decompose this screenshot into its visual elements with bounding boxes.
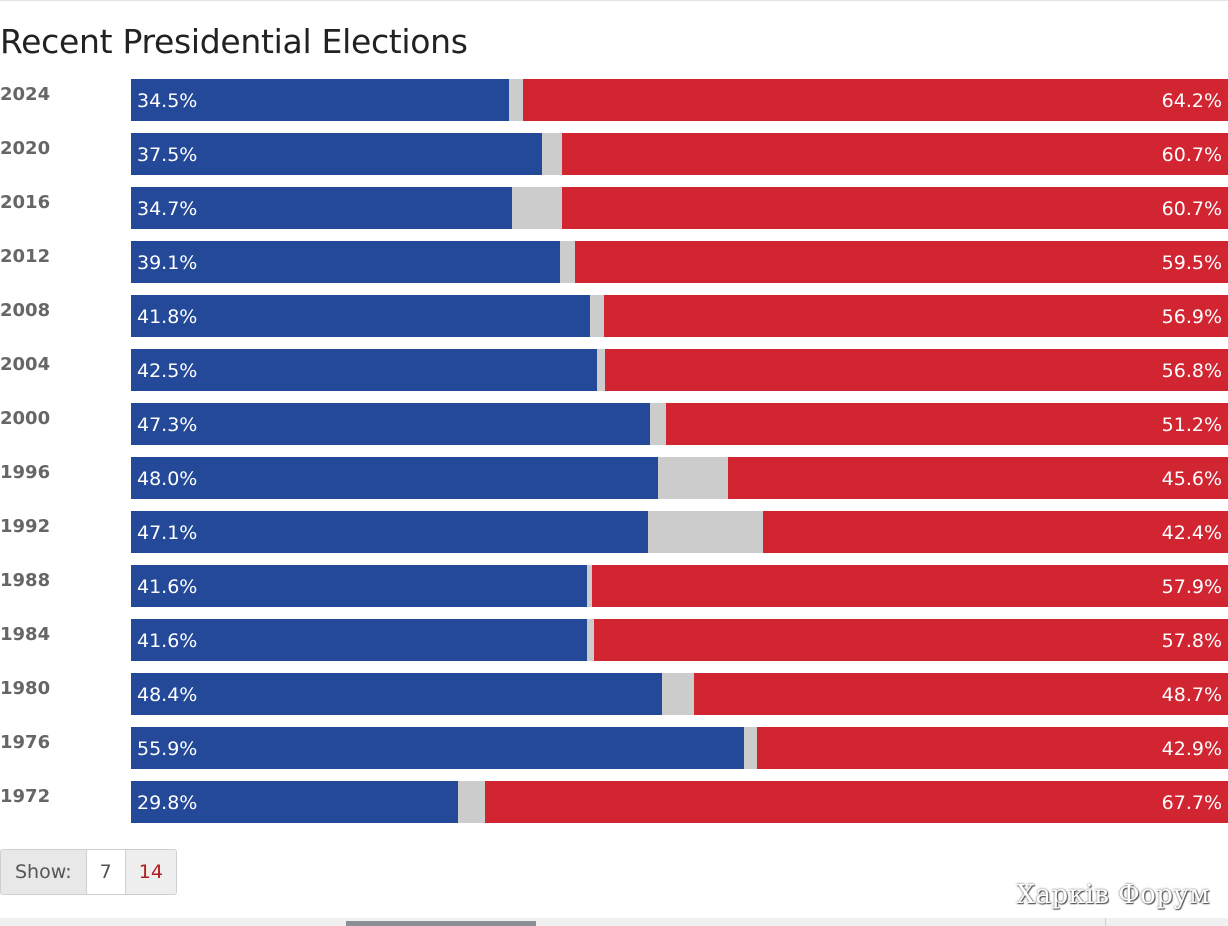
rep-bar bbox=[562, 187, 1228, 229]
rep-bar bbox=[605, 349, 1228, 391]
dem-bar bbox=[131, 187, 512, 229]
year-label: 2008 bbox=[0, 300, 51, 321]
year-label: 2000 bbox=[0, 408, 51, 429]
rep-pct-label: 57.8% bbox=[1161, 630, 1222, 652]
other-bar bbox=[512, 187, 562, 229]
dem-bar bbox=[131, 727, 744, 769]
other-bar bbox=[658, 457, 728, 499]
rep-pct-label: 56.8% bbox=[1161, 360, 1222, 382]
dem-pct-label: 39.1% bbox=[137, 252, 198, 274]
year-label: 1972 bbox=[0, 786, 51, 807]
dem-bar bbox=[131, 619, 587, 661]
dem-pct-label: 41.6% bbox=[137, 576, 198, 598]
other-bar bbox=[650, 403, 666, 445]
dem-bar bbox=[131, 511, 648, 553]
year-label: 2020 bbox=[0, 138, 51, 159]
rep-pct-label: 42.9% bbox=[1161, 738, 1222, 760]
other-bar bbox=[662, 673, 694, 715]
dem-bar bbox=[131, 565, 587, 607]
rep-bar bbox=[763, 511, 1228, 553]
rep-bar bbox=[523, 79, 1228, 121]
dem-bar bbox=[131, 673, 662, 715]
dem-pct-label: 48.4% bbox=[137, 684, 198, 706]
other-bar bbox=[590, 295, 604, 337]
dem-bar bbox=[131, 349, 597, 391]
other-bar bbox=[458, 781, 485, 823]
rep-bar bbox=[594, 619, 1228, 661]
dem-bar bbox=[131, 241, 560, 283]
rep-bar bbox=[485, 781, 1228, 823]
top-divider bbox=[0, 0, 1228, 1]
dem-pct-label: 41.8% bbox=[137, 306, 198, 328]
year-label: 2024 bbox=[0, 84, 51, 105]
year-label: 2012 bbox=[0, 246, 51, 267]
dem-pct-label: 55.9% bbox=[137, 738, 198, 760]
dem-pct-label: 42.5% bbox=[137, 360, 198, 382]
dem-pct-label: 34.7% bbox=[137, 198, 198, 220]
bottom-divider bbox=[1105, 918, 1106, 926]
rep-bar bbox=[728, 457, 1228, 499]
other-bar bbox=[587, 565, 592, 607]
rep-bar bbox=[694, 673, 1228, 715]
dem-pct-label: 34.5% bbox=[137, 90, 198, 112]
dem-bar bbox=[131, 403, 650, 445]
rep-pct-label: 48.7% bbox=[1161, 684, 1222, 706]
other-bar bbox=[597, 349, 605, 391]
year-label: 1976 bbox=[0, 732, 51, 753]
bottom-strip bbox=[0, 918, 1228, 926]
year-label: 2016 bbox=[0, 192, 51, 213]
year-label: 1984 bbox=[0, 624, 51, 645]
rep-pct-label: 57.9% bbox=[1161, 576, 1222, 598]
rep-pct-label: 56.9% bbox=[1161, 306, 1222, 328]
rep-bar bbox=[592, 565, 1228, 607]
rep-bar bbox=[575, 241, 1228, 283]
rep-pct-label: 60.7% bbox=[1161, 144, 1222, 166]
dem-bar bbox=[131, 781, 458, 823]
rep-bar bbox=[757, 727, 1228, 769]
rep-pct-label: 42.4% bbox=[1161, 522, 1222, 544]
rep-pct-label: 60.7% bbox=[1161, 198, 1222, 220]
other-bar bbox=[560, 241, 575, 283]
year-label: 1992 bbox=[0, 516, 51, 537]
dem-pct-label: 41.6% bbox=[137, 630, 198, 652]
rep-bar bbox=[562, 133, 1228, 175]
chart-title: Recent Presidential Elections bbox=[0, 22, 468, 61]
dem-bar bbox=[131, 79, 509, 121]
dem-pct-label: 48.0% bbox=[137, 468, 198, 490]
watermark: Харків Форум bbox=[1016, 880, 1210, 910]
other-bar bbox=[587, 619, 594, 661]
show-label: Show: bbox=[1, 850, 87, 894]
dem-pct-label: 29.8% bbox=[137, 792, 198, 814]
other-bar bbox=[509, 79, 523, 121]
dem-pct-label: 47.1% bbox=[137, 522, 198, 544]
rep-pct-label: 64.2% bbox=[1161, 90, 1222, 112]
dem-bar bbox=[131, 457, 658, 499]
year-label: 1988 bbox=[0, 570, 51, 591]
show-count-selector: Show: 7 14 bbox=[0, 849, 177, 895]
dem-pct-label: 47.3% bbox=[137, 414, 198, 436]
dem-bar bbox=[131, 295, 590, 337]
show-option-14[interactable]: 14 bbox=[125, 850, 176, 894]
rep-pct-label: 45.6% bbox=[1161, 468, 1222, 490]
rep-pct-label: 59.5% bbox=[1161, 252, 1222, 274]
rep-pct-label: 67.7% bbox=[1161, 792, 1222, 814]
year-label: 1980 bbox=[0, 678, 51, 699]
rep-bar bbox=[666, 403, 1228, 445]
year-label: 2004 bbox=[0, 354, 51, 375]
dem-bar bbox=[131, 133, 542, 175]
bottom-thumbnail bbox=[346, 921, 536, 926]
other-bar bbox=[648, 511, 763, 553]
show-option-7[interactable]: 7 bbox=[86, 850, 126, 894]
other-bar bbox=[542, 133, 562, 175]
rep-bar bbox=[604, 295, 1228, 337]
dem-pct-label: 37.5% bbox=[137, 144, 198, 166]
other-bar bbox=[744, 727, 757, 769]
year-label: 1996 bbox=[0, 462, 51, 483]
rep-pct-label: 51.2% bbox=[1161, 414, 1222, 436]
